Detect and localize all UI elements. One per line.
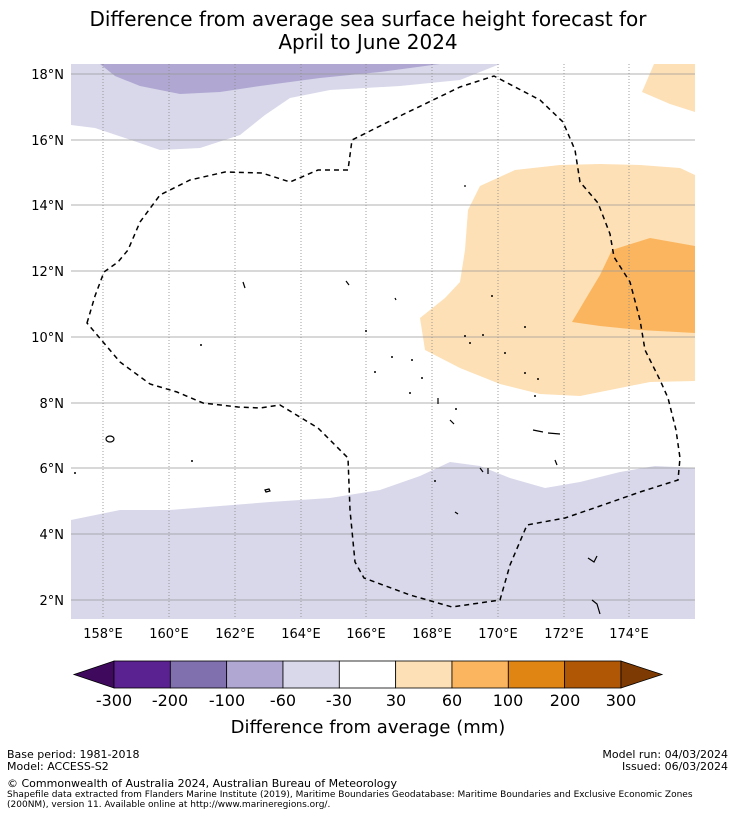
colorbar-bin: [507, 660, 566, 689]
maritime-boundary: [86, 75, 681, 608]
colorbar-tick: -300: [96, 691, 132, 710]
copyright: © Commonwealth of Australia 2024, Austra…: [7, 777, 397, 790]
chart-title: Difference from average sea surface heig…: [0, 8, 736, 54]
model-name: Model: ACCESS-S2: [7, 760, 109, 773]
footer-right: Model run: 04/03/2024 Issued: 06/03/2024: [602, 749, 728, 773]
lat-tick: 14°N: [31, 199, 64, 214]
colorbar-bin: [451, 660, 509, 689]
region-east-pos-medium: [572, 238, 695, 333]
colorbar-title: Difference from average (mm): [231, 717, 506, 738]
lon-tick: 172°E: [544, 627, 584, 642]
graticule: [102, 64, 630, 619]
region-north-neg-medium: [100, 64, 440, 94]
title-line-2: April to June 2024: [278, 30, 458, 54]
colorbar-bin: [395, 660, 453, 689]
shapefile-credit-line-1: Shapefile data extracted from Flanders M…: [7, 790, 693, 800]
colorbar-arrow-low: [72, 660, 115, 689]
lon-tick: 162°E: [215, 627, 255, 642]
lon-tick: 166°E: [346, 627, 386, 642]
region-south-neg: [71, 462, 695, 619]
title-line-1: Difference from average sea surface heig…: [89, 7, 647, 31]
lon-tick: 158°E: [83, 627, 123, 642]
lon-tick: 170°E: [478, 627, 518, 642]
lon-tick: 164°E: [281, 627, 321, 642]
lat-tick: 12°N: [31, 265, 64, 280]
lat-tick: 16°N: [31, 134, 64, 149]
lat-tick: 18°N: [31, 68, 64, 83]
anomaly-fields: [71, 64, 695, 619]
latitude-tick-labels: 18°N 16°N 14°N 12°N 10°N 8°N 6°N 4°N 2°N: [31, 68, 64, 609]
colorbar-tick: 30: [386, 691, 406, 710]
colorbar: [72, 660, 664, 689]
lon-tick: 160°E: [149, 627, 189, 642]
colorbar-tick: -100: [209, 691, 245, 710]
base-period: Base period: 1981-2018: [7, 748, 140, 761]
lat-tick: 8°N: [40, 397, 65, 412]
colorbar-bin: [338, 660, 397, 689]
colorbar-tick: -60: [270, 691, 296, 710]
colorbar-arrow-high: [620, 660, 664, 689]
lat-tick: 2°N: [40, 594, 65, 609]
colorbar-bin: [169, 660, 228, 689]
latitude-lines: [71, 73, 695, 601]
colorbar-bin: [564, 660, 622, 689]
colorbar-bin: [113, 660, 171, 689]
lat-tick: 6°N: [40, 462, 65, 477]
lon-tick: 168°E: [412, 627, 452, 642]
lat-tick: 10°N: [31, 331, 64, 346]
colorbar-tick: -200: [152, 691, 188, 710]
islands: [105, 185, 601, 615]
colorbar-tick: 100: [493, 691, 524, 710]
colorbar-bin: [226, 660, 284, 689]
colorbar-tick: 200: [550, 691, 581, 710]
lat-tick: 4°N: [40, 528, 65, 543]
colorbar-tick: 300: [606, 691, 637, 710]
colorbar-bin: [282, 660, 340, 689]
longitude-tick-labels: 158°E 160°E 162°E 164°E 166°E 168°E 170°…: [83, 627, 649, 642]
shapefile-credit: Shapefile data extracted from Flanders M…: [7, 790, 727, 810]
footer-left: Base period: 1981-2018 Model: ACCESS-S2: [7, 749, 139, 773]
lon-tick: 174°E: [609, 627, 649, 642]
atoll-dots: [74, 295, 539, 482]
shapefile-credit-line-2: (200NM), version 11. Available online at…: [7, 800, 331, 810]
colorbar-labels: -300 -200 -100 -60 -30 30 60 100 200 300: [96, 691, 636, 710]
model-run: Model run: 04/03/2024: [602, 748, 728, 761]
region-northeast-pos: [642, 64, 695, 112]
colorbar-tick: 60: [442, 691, 462, 710]
colorbar-tick: -30: [326, 691, 352, 710]
issued-date: Issued: 06/03/2024: [621, 760, 728, 773]
region-east-pos-light: [420, 164, 695, 396]
